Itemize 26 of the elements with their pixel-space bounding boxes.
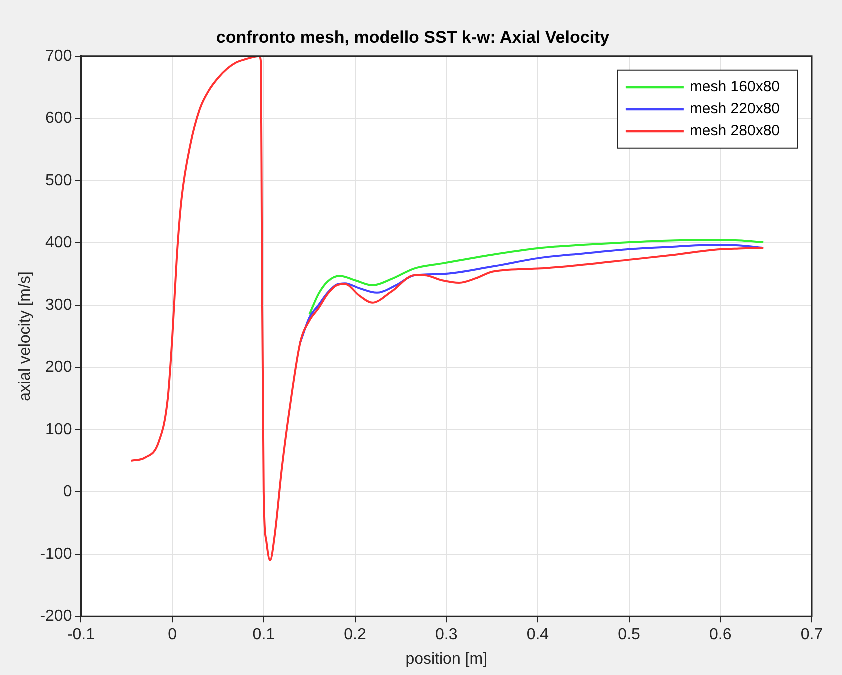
x-tick-label: 0 [168, 626, 178, 644]
y-tick-label: 200 [46, 359, 72, 376]
x-tick-label: 0.1 [252, 626, 276, 644]
y-tick-label: 500 [46, 172, 72, 190]
y-tick-label: 600 [46, 110, 72, 128]
y-tick-label: 300 [46, 296, 72, 314]
x-tick-label: 0.6 [710, 626, 732, 644]
y-tick-label: -100 [40, 546, 72, 563]
x-tick-label: 0.4 [526, 626, 550, 644]
y-tick-label: 400 [46, 234, 72, 252]
legend-label: mesh 220x80 [690, 100, 780, 118]
x-tick-label: 0.7 [800, 626, 824, 644]
y-axis-title: axial velocity [m/s] [17, 272, 34, 402]
x-axis-title: position [m] [406, 650, 488, 668]
x-tick-label: 0.2 [344, 626, 366, 644]
y-tick-label: 0 [63, 484, 72, 501]
legend-label: mesh 160x80 [690, 78, 780, 96]
x-tick-label: -0.1 [67, 626, 96, 644]
y-tick-label: -200 [40, 608, 72, 626]
legend-label: mesh 280x80 [690, 122, 780, 140]
x-tick-label: 0.3 [435, 626, 458, 644]
chart-title: confronto mesh, modello SST k-w: Axial Velocity [216, 28, 610, 47]
x-tick-label: 0.5 [618, 626, 641, 644]
y-tick-label: 100 [46, 421, 72, 438]
line-series [308, 239, 765, 316]
y-tick-label: 700 [46, 48, 72, 65]
